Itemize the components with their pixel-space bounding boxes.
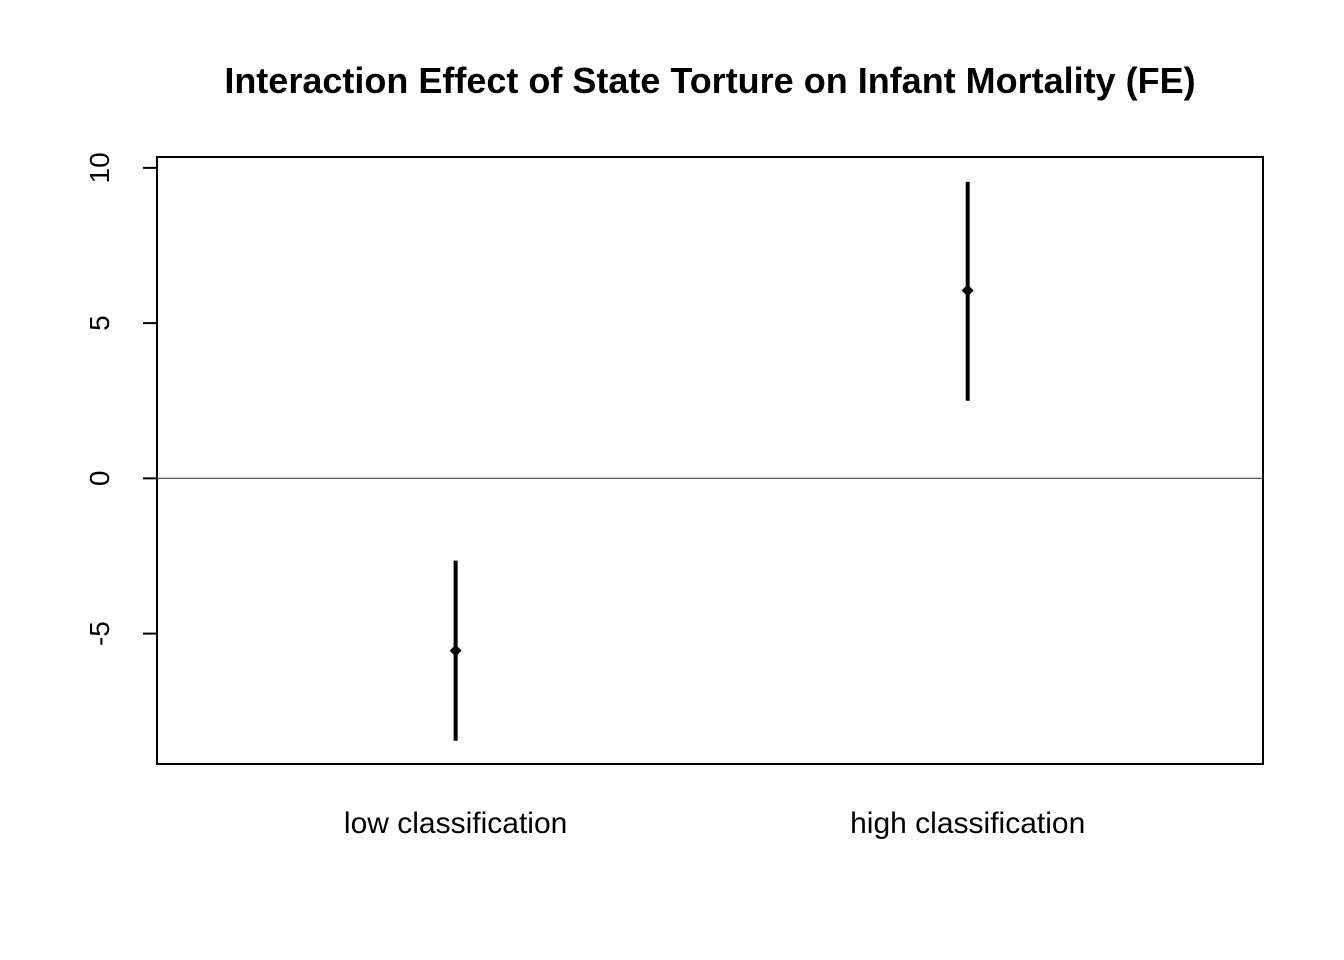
- x-category-label: low classification: [344, 807, 567, 840]
- y-axis: -5 0 5 10: [84, 152, 157, 646]
- y-tick-label: 5: [84, 315, 115, 331]
- point-estimate-marker: [449, 644, 462, 657]
- point-estimate-marker: [961, 284, 974, 297]
- y-tick-label: -5: [84, 621, 115, 646]
- point-markers: [449, 284, 974, 657]
- x-category-label: high classification: [850, 807, 1085, 840]
- error-bars: [453, 181, 970, 741]
- plot-frame: [156, 156, 1264, 765]
- chart-title: Interaction Effect of State Torture on I…: [224, 60, 1195, 101]
- y-tick-label: 0: [84, 471, 115, 487]
- y-tick-label: 10: [84, 152, 115, 183]
- x-axis: low classification high classification: [344, 807, 1085, 840]
